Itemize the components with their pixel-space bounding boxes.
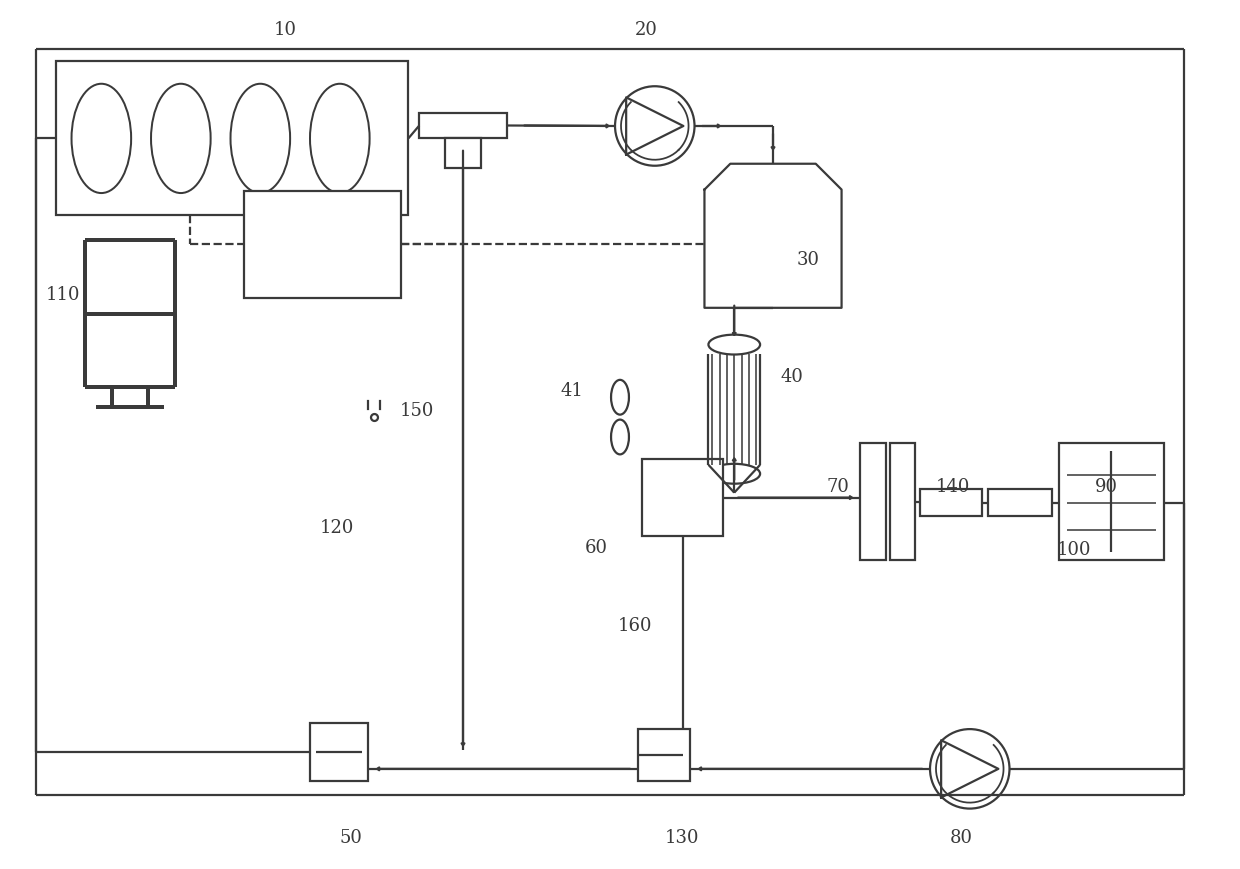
Text: 50: 50 [340,829,362,847]
Bar [642,459,723,536]
Bar [861,443,885,561]
Text: 90: 90 [1095,478,1118,495]
Bar [637,729,689,780]
Ellipse shape [611,420,629,454]
Bar [310,723,367,780]
Text: 30: 30 [797,251,820,269]
Bar [890,443,915,561]
Ellipse shape [72,83,131,193]
Ellipse shape [708,335,760,355]
Bar [445,138,481,168]
Text: 41: 41 [560,382,583,401]
Circle shape [615,86,694,166]
Bar [1059,443,1163,561]
Text: 110: 110 [46,286,81,304]
Text: 120: 120 [320,520,355,537]
Text: 70: 70 [827,478,849,495]
Text: 160: 160 [618,617,652,634]
Ellipse shape [151,83,211,193]
Ellipse shape [231,83,290,193]
Text: 60: 60 [585,540,609,557]
Text: 140: 140 [936,478,971,495]
Circle shape [930,729,1009,808]
Text: 40: 40 [781,368,804,387]
Text: 100: 100 [1058,541,1091,560]
Ellipse shape [611,380,629,415]
Text: 80: 80 [950,829,973,847]
Bar [244,190,402,298]
Bar [56,62,408,216]
Text: 20: 20 [635,21,657,38]
Ellipse shape [310,83,370,193]
Bar [987,488,1053,516]
Bar [419,113,507,138]
Bar [920,488,982,516]
Text: 150: 150 [399,402,434,420]
Text: 130: 130 [665,829,699,847]
Ellipse shape [708,464,760,484]
Text: 10: 10 [274,21,298,38]
